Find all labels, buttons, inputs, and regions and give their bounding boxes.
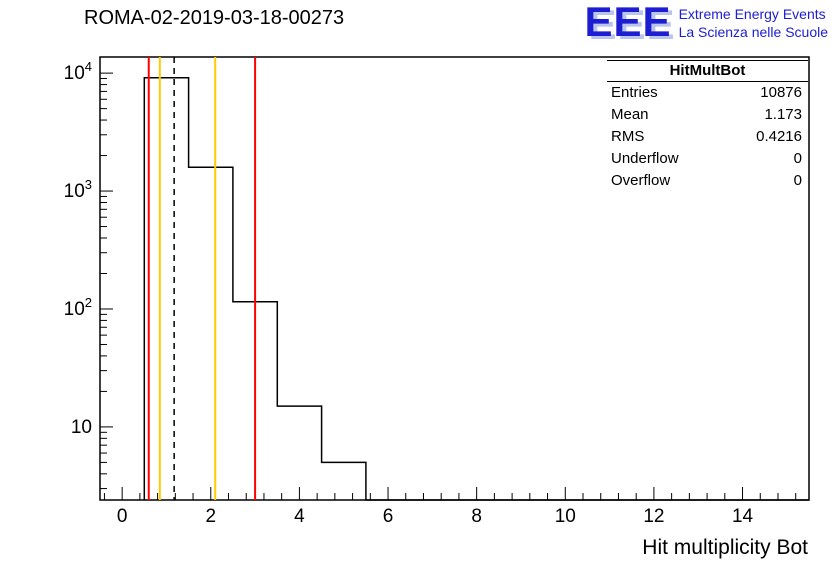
- y-tick-label: 10: [71, 417, 92, 438]
- stats-row-overflow: Overflow 0: [607, 170, 808, 192]
- stats-box-title: HitMultBot: [607, 60, 808, 82]
- eee-logo-text: Extreme Energy Events La Scienza nelle S…: [679, 2, 828, 41]
- x-tick-label: 8: [471, 506, 482, 527]
- stats-label-underflow: Underflow: [611, 150, 679, 167]
- eee-logo-line1: Extreme Energy Events: [678, 6, 826, 22]
- stats-row-rms: RMS 0.4216: [607, 126, 808, 148]
- stats-value-mean: 1.173: [764, 106, 802, 123]
- x-tick-label: 6: [383, 506, 394, 527]
- x-tick-label: 14: [732, 506, 754, 527]
- stats-label-entries: Entries: [611, 84, 658, 101]
- x-tick-label: 10: [555, 506, 576, 527]
- plot-title: ROMA-02-2019-03-18-00273: [84, 7, 345, 29]
- stats-label-overflow: Overflow: [611, 172, 671, 189]
- stats-label-mean: Mean: [611, 106, 649, 123]
- y-tick-label: 102: [64, 295, 92, 320]
- stats-value-entries: 10876: [760, 84, 802, 101]
- stats-value-overflow: 0: [793, 172, 802, 189]
- x-axis-title: Hit multiplicity Bot: [642, 536, 808, 559]
- x-tick-label: 2: [205, 506, 216, 527]
- y-tick-label: 104: [64, 59, 92, 84]
- x-tick-label: 4: [294, 506, 305, 527]
- stats-row-underflow: Underflow 0: [607, 148, 808, 170]
- x-tick-label: 12: [643, 506, 664, 527]
- eee-logo-acronym: EEE: [584, 0, 672, 45]
- y-tick-label: 103: [64, 177, 92, 202]
- stats-value-underflow: 0: [793, 150, 802, 167]
- stats-value-rms: 0.4216: [756, 128, 802, 145]
- eee-logo: EEE Extreme Energy Events La Scienza nel…: [584, 0, 828, 45]
- stats-row-entries: Entries 10876: [607, 82, 808, 104]
- histogram-line: [143, 76, 809, 501]
- x-tick-label: 0: [117, 506, 128, 527]
- stats-label-rms: RMS: [611, 128, 645, 145]
- stats-box: HitMultBot Entries 10876 Mean 1.173 RMS …: [607, 60, 808, 192]
- stats-row-mean: Mean 1.173: [607, 104, 808, 126]
- eee-logo-line2: La Scienza nelle Scuole: [678, 24, 828, 40]
